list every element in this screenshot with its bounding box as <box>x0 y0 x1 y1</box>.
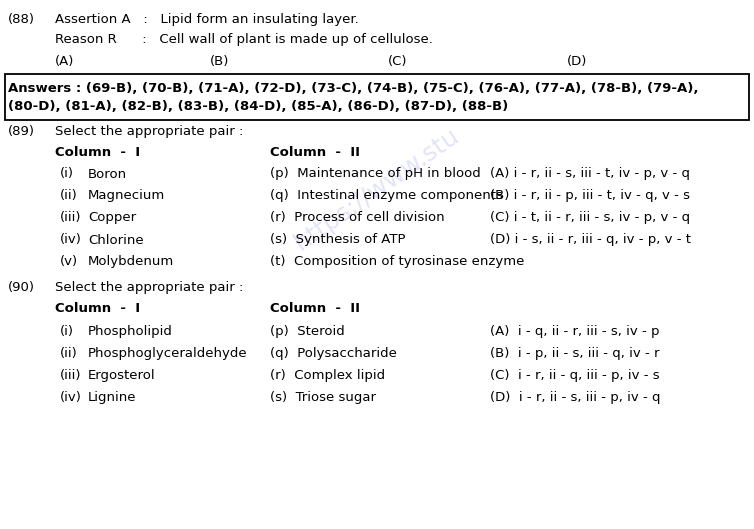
Text: (s)  Synthesis of ATP: (s) Synthesis of ATP <box>270 233 406 247</box>
Text: (t)  Composition of tyrosinase enzyme: (t) Composition of tyrosinase enzyme <box>270 256 524 269</box>
Text: (88): (88) <box>8 13 35 25</box>
Text: (p)  Steroid: (p) Steroid <box>270 324 345 338</box>
Text: (p)  Maintenance of pH in blood: (p) Maintenance of pH in blood <box>270 168 481 180</box>
Text: Select the appropriate pair :: Select the appropriate pair : <box>55 280 244 294</box>
Text: (ii): (ii) <box>60 189 78 203</box>
Text: (A) i - r, ii - s, iii - t, iv - p, v - q: (A) i - r, ii - s, iii - t, iv - p, v - … <box>490 168 690 180</box>
Text: (i): (i) <box>60 324 74 338</box>
Text: (C)  i - r, ii - q, iii - p, iv - s: (C) i - r, ii - q, iii - p, iv - s <box>490 369 660 381</box>
Text: Ergosterol: Ergosterol <box>88 369 155 381</box>
Text: Chlorine: Chlorine <box>88 233 143 247</box>
Text: (D) i - s, ii - r, iii - q, iv - p, v - t: (D) i - s, ii - r, iii - q, iv - p, v - … <box>490 233 691 247</box>
Text: (iv): (iv) <box>60 390 82 404</box>
Text: (r)  Process of cell division: (r) Process of cell division <box>270 212 445 224</box>
Text: Column  -  II: Column - II <box>270 303 360 315</box>
Text: (iii): (iii) <box>60 369 81 381</box>
Text: Column  -  II: Column - II <box>270 147 360 160</box>
Text: (B)  i - p, ii - s, iii - q, iv - r: (B) i - p, ii - s, iii - q, iv - r <box>490 346 660 360</box>
Text: (q)  Intestinal enzyme components: (q) Intestinal enzyme components <box>270 189 503 203</box>
Text: (90): (90) <box>8 280 35 294</box>
Text: (D): (D) <box>567 54 587 68</box>
Text: (80-D), (81-A), (82-B), (83-B), (84-D), (85-A), (86-D), (87-D), (88-B): (80-D), (81-A), (82-B), (83-B), (84-D), … <box>8 101 508 114</box>
Text: Answers : (69-B), (70-B), (71-A), (72-D), (73-C), (74-B), (75-C), (76-A), (77-A): Answers : (69-B), (70-B), (71-A), (72-D)… <box>8 83 698 96</box>
Text: (B): (B) <box>210 54 229 68</box>
Text: Copper: Copper <box>88 212 136 224</box>
Text: Select the appropriate pair :: Select the appropriate pair : <box>55 124 244 138</box>
Text: (A): (A) <box>55 54 75 68</box>
Text: Column  -  I: Column - I <box>55 147 140 160</box>
Text: Molybdenum: Molybdenum <box>88 256 174 269</box>
Text: (i): (i) <box>60 168 74 180</box>
Text: (ii): (ii) <box>60 346 78 360</box>
Text: Magnecium: Magnecium <box>88 189 165 203</box>
Text: Boron: Boron <box>88 168 127 180</box>
Text: Lignine: Lignine <box>88 390 136 404</box>
Text: Reason R      :   Cell wall of plant is made up of cellulose.: Reason R : Cell wall of plant is made up… <box>55 32 433 45</box>
Text: (B) i - r, ii - p, iii - t, iv - q, v - s: (B) i - r, ii - p, iii - t, iv - q, v - … <box>490 189 690 203</box>
Text: Column  -  I: Column - I <box>55 303 140 315</box>
Text: (iii): (iii) <box>60 212 81 224</box>
Text: (C): (C) <box>388 54 407 68</box>
Text: Phosphoglyceraldehyde: Phosphoglyceraldehyde <box>88 346 247 360</box>
Text: (v): (v) <box>60 256 78 269</box>
Text: (D)  i - r, ii - s, iii - p, iv - q: (D) i - r, ii - s, iii - p, iv - q <box>490 390 661 404</box>
Text: (r)  Complex lipid: (r) Complex lipid <box>270 369 385 381</box>
Text: (iv): (iv) <box>60 233 82 247</box>
Text: (q)  Polysaccharide: (q) Polysaccharide <box>270 346 397 360</box>
Text: Phospholipid: Phospholipid <box>88 324 173 338</box>
Text: https://www.stu: https://www.stu <box>290 123 464 255</box>
Text: (C) i - t, ii - r, iii - s, iv - p, v - q: (C) i - t, ii - r, iii - s, iv - p, v - … <box>490 212 690 224</box>
Bar <box>5 74 749 120</box>
Text: (A)  i - q, ii - r, iii - s, iv - p: (A) i - q, ii - r, iii - s, iv - p <box>490 324 660 338</box>
Text: (89): (89) <box>8 124 35 138</box>
Text: (s)  Triose sugar: (s) Triose sugar <box>270 390 376 404</box>
Text: Assertion A   :   Lipid form an insulating layer.: Assertion A : Lipid form an insulating l… <box>55 13 359 25</box>
